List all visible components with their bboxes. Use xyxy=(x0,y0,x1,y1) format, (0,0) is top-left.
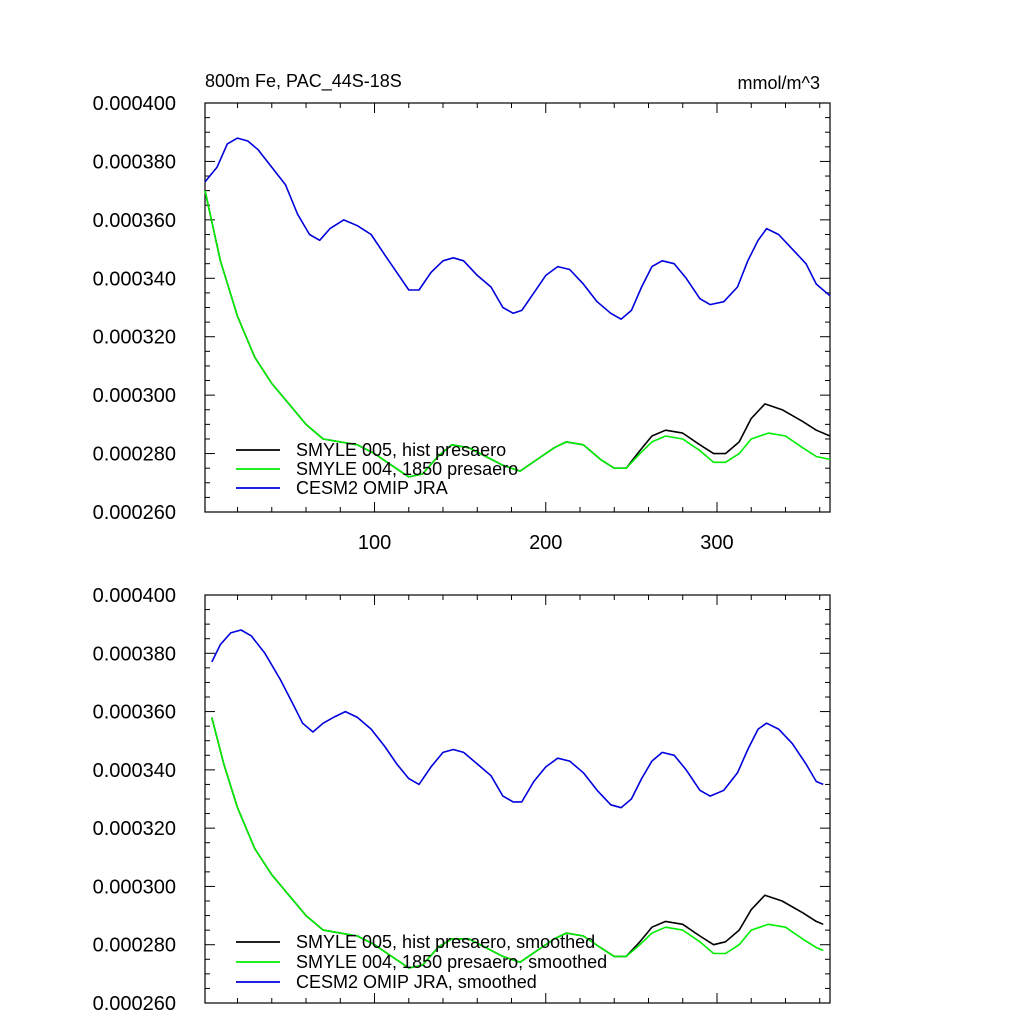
legend-label: CESM2 OMIP JRA, smoothed xyxy=(296,972,537,992)
x-tick-label: 100 xyxy=(358,532,391,554)
x-tick-label: 300 xyxy=(700,532,733,554)
y-tick-label: 0.000360 xyxy=(93,702,176,724)
legend-label: SMYLE 004, 1850 presaero, smoothed xyxy=(296,952,607,972)
legend-label: SMYLE 005, hist presaero, smoothed xyxy=(296,932,595,952)
y-tick-label: 0.000400 xyxy=(93,585,176,607)
y-tick-label: 0.000280 xyxy=(93,935,176,957)
top-panel: 0.000260 0.000280 0.000300 0.000320 0.000340… xyxy=(93,71,831,554)
y-tick-label: 0.000340 xyxy=(93,760,176,782)
series-line-2 xyxy=(211,629,824,809)
legend-label: CESM2 OMIP JRA xyxy=(296,478,448,498)
series-line-1 xyxy=(211,717,824,969)
y-tick-label: 0.000400 xyxy=(93,93,176,115)
series-line-1 xyxy=(204,190,831,478)
series-line-2 xyxy=(204,137,831,320)
y-tick-label: 0.000380 xyxy=(93,151,176,173)
y-tick-label: 0.000260 xyxy=(93,502,176,524)
chart-title: 800m Fe, PAC_44S-18S xyxy=(205,71,402,92)
y-tick-label: 0.000320 xyxy=(93,818,176,840)
y-tick-label: 0.000300 xyxy=(93,385,176,407)
legend-label: SMYLE 004, 1850 presaero xyxy=(296,459,518,479)
units-label: mmol/m^3 xyxy=(738,73,820,93)
legend-label: SMYLE 005, hist presaero xyxy=(296,440,506,460)
y-tick-label: 0.000380 xyxy=(93,643,176,665)
y-tick-label: 0.000260 xyxy=(93,993,176,1015)
y-tick-label: 0.000300 xyxy=(93,876,176,898)
x-tick-label: 200 xyxy=(529,532,562,554)
y-tick-label: 0.000340 xyxy=(93,268,176,290)
y-tick-label: 0.000320 xyxy=(93,327,176,349)
y-tick-label: 0.000360 xyxy=(93,210,176,232)
y-tick-label: 0.000280 xyxy=(93,444,176,466)
bottom-panel: 0.000260 0.000280 0.000300 0.000320 0.000340… xyxy=(93,585,831,1015)
